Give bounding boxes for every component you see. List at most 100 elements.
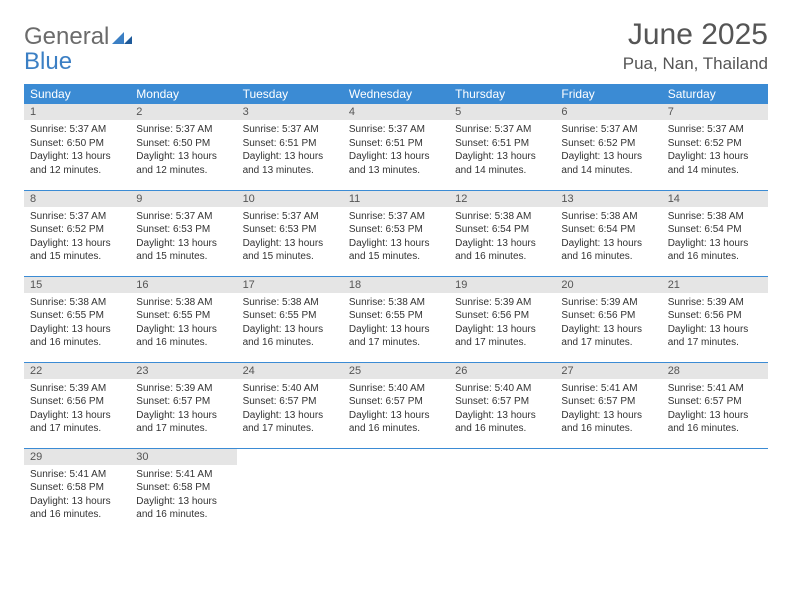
sunset-line: Sunset: 6:50 PM: [136, 138, 210, 149]
day-content: Sunrise: 5:38 AMSunset: 6:55 PMDaylight:…: [130, 293, 236, 353]
daylight-line: Daylight: 13 hours and 16 minutes.: [349, 410, 430, 435]
sunrise-line: Sunrise: 5:37 AM: [243, 124, 319, 135]
sunrise-line: Sunrise: 5:38 AM: [243, 297, 319, 308]
day-number: 22: [24, 363, 130, 379]
daylight-line: Daylight: 13 hours and 12 minutes.: [30, 151, 111, 176]
sunrise-line: Sunrise: 5:39 AM: [668, 297, 744, 308]
day-content: Sunrise: 5:39 AMSunset: 6:56 PMDaylight:…: [449, 293, 555, 353]
daylight-line: Daylight: 13 hours and 17 minutes.: [30, 410, 111, 435]
day-number: 12: [449, 191, 555, 207]
daylight-line: Daylight: 13 hours and 15 minutes.: [349, 238, 430, 263]
calendar-day-cell: 16Sunrise: 5:38 AMSunset: 6:55 PMDayligh…: [130, 276, 236, 362]
day-content: Sunrise: 5:38 AM Sunset: 6:55 PM Daylight:…: [237, 293, 343, 353]
calendar-day-cell: 19Sunrise: 5:39 AMSunset: 6:56 PMDayligh…: [449, 276, 555, 362]
daylight-line: Daylight: 13 hours and 16 minutes.: [455, 410, 536, 435]
day-content: Sunrise: 5:38 AMSunset: 6:54 PMDaylight:…: [449, 207, 555, 267]
day-number: 3: [237, 104, 343, 120]
weekday-header: Friday: [555, 84, 661, 104]
calendar-day-cell: 24Sunrise: 5:40 AMSunset: 6:57 PMDayligh…: [237, 362, 343, 448]
calendar-week-row: 29Sunrise: 5:41 AMSunset: 6:58 PMDayligh…: [24, 448, 768, 534]
calendar-header-row: SundayMondayTuesdayWednesdayThursdayFrid…: [24, 84, 768, 104]
sunrise-line: Sunrise: 5:39 AM: [455, 297, 531, 308]
sunrise-line: Sunrise: 5:37 AM: [455, 124, 531, 135]
daylight-line: Daylight: 13 hours and 13 minutes.: [243, 151, 324, 176]
daylight-line: Daylight: 13 hours and 16 minutes.: [243, 324, 324, 349]
daylight-line: Daylight: 13 hours and 14 minutes.: [561, 151, 642, 176]
calendar-week-row: 15Sunrise: 5:38 AMSunset: 6:55 PMDayligh…: [24, 276, 768, 362]
sunrise-line: Sunrise: 5:39 AM: [30, 383, 106, 394]
header: GeneralBlue June 2025 Pua, Nan, Thailand: [24, 18, 768, 74]
sunrise-line: Sunrise: 5:38 AM: [30, 297, 106, 308]
calendar-empty-cell: [662, 448, 768, 534]
sunset-line: Sunset: 6:51 PM: [455, 138, 529, 149]
sunrise-line: Sunrise: 5:37 AM: [30, 124, 106, 135]
sunset-line: Sunset: 6:53 PM: [136, 224, 210, 235]
daylight-line: Daylight: 13 hours and 15 minutes.: [136, 238, 217, 263]
sunrise-line: Sunrise: 5:41 AM: [30, 469, 106, 480]
day-number: 25: [343, 363, 449, 379]
sunrise-line: Sunrise: 5:37 AM: [30, 211, 106, 222]
daylight-line: Daylight: 13 hours and 15 minutes.: [30, 238, 111, 263]
sunrise-line: Sunrise: 5:37 AM: [136, 211, 212, 222]
sunset-line: Sunset: 6:52 PM: [30, 224, 104, 235]
sunset-line: Sunset: 6:56 PM: [668, 310, 742, 321]
day-content: Sunrise: 5:39 AMSunset: 6:56 PMDaylight:…: [662, 293, 768, 353]
calendar-week-row: 8Sunrise: 5:37 AMSunset: 6:52 PMDaylight…: [24, 190, 768, 276]
day-number: 2: [130, 104, 236, 120]
day-number: 26: [449, 363, 555, 379]
calendar-day-cell: 5Sunrise: 5:37 AMSunset: 6:51 PMDaylight…: [449, 104, 555, 190]
sunset-line: Sunset: 6:57 PM: [243, 396, 317, 407]
day-number: 11: [343, 191, 449, 207]
sunset-line: Sunset: 6:55 PM: [30, 310, 104, 321]
calendar-day-cell: 13Sunrise: 5:38 AMSunset: 6:54 PMDayligh…: [555, 190, 661, 276]
day-number: 30: [130, 449, 236, 465]
calendar-day-cell: 11Sunrise: 5:37 AMSunset: 6:53 PMDayligh…: [343, 190, 449, 276]
calendar-day-cell: 3 Sunrise: 5:37 AM Sunset: 6:51 PM Daylight…: [237, 104, 343, 190]
weekday-header: Tuesday: [237, 84, 343, 104]
day-content: Sunrise: 5:40 AMSunset: 6:57 PMDaylight:…: [343, 379, 449, 439]
calendar-day-cell: 17Sunrise: 5:38 AMSunset: 6:55 PMDayligh…: [237, 276, 343, 362]
day-content: Sunrise: 5:37 AMSunset: 6:52 PMDaylight:…: [555, 120, 661, 180]
calendar-week-row: 1Sunrise: 5:37 AMSunset: 6:50 PMDaylight…: [24, 104, 768, 190]
sunset-line: Sunset: 6:56 PM: [561, 310, 635, 321]
calendar-table: SundayMondayTuesdayWednesdayThursdayFrid…: [24, 84, 768, 534]
day-content: Sunrise: 5:37 AMSunset: 6:51 PMDaylight:…: [343, 120, 449, 180]
day-content: Sunrise: 5:39 AMSunset: 6:57 PMDaylight:…: [130, 379, 236, 439]
daylight-line: Daylight: 13 hours and 14 minutes.: [455, 151, 536, 176]
sunset-line: Sunset: 6:57 PM: [561, 396, 635, 407]
sunset-line: Sunset: 6:55 PM: [243, 310, 317, 321]
sunrise-line: Sunrise: 5:39 AM: [561, 297, 637, 308]
day-number: 16: [130, 277, 236, 293]
daylight-line: Daylight: 13 hours and 12 minutes.: [136, 151, 217, 176]
daylight-line: Daylight: 13 hours and 17 minutes.: [243, 410, 324, 435]
sunset-line: Sunset: 6:57 PM: [668, 396, 742, 407]
calendar-day-cell: 18Sunrise: 5:38 AMSunset: 6:55 PMDayligh…: [343, 276, 449, 362]
calendar-day-cell: 21Sunrise: 5:39 AMSunset: 6:56 PMDayligh…: [662, 276, 768, 362]
day-number: 18: [343, 277, 449, 293]
sunrise-line: Sunrise: 5:37 AM: [349, 211, 425, 222]
daylight-line: Daylight: 13 hours and 13 minutes.: [349, 151, 430, 176]
logo-word-general: General: [24, 23, 109, 50]
weekday-header: Monday: [130, 84, 236, 104]
calendar-day-cell: 9Sunrise: 5:37 AMSunset: 6:53 PMDaylight…: [130, 190, 236, 276]
day-content: Sunrise: 5:37 AMSunset: 6:53 PMDaylight:…: [343, 207, 449, 267]
day-number: 21: [662, 277, 768, 293]
daylight-line: Daylight: 13 hours and 16 minutes.: [561, 238, 642, 263]
calendar-empty-cell: [449, 448, 555, 534]
sunset-line: Sunset: 6:55 PM: [136, 310, 210, 321]
day-content: Sunrise: 5:39 AMSunset: 6:56 PMDaylight:…: [555, 293, 661, 353]
sunset-line: Sunset: 6:50 PM: [30, 138, 104, 149]
day-number: 19: [449, 277, 555, 293]
sunrise-line: Sunrise: 5:37 AM: [349, 124, 425, 135]
sunrise-line: Sunrise: 5:38 AM: [349, 297, 425, 308]
sunset-line: Sunset: 6:56 PM: [455, 310, 529, 321]
sunrise-line: Sunrise: 5:39 AM: [136, 383, 212, 394]
calendar-day-cell: 10Sunrise: 5:37 AMSunset: 6:53 PMDayligh…: [237, 190, 343, 276]
day-content: Sunrise: 5:37 AM Sunset: 6:51 PM Daylight:…: [237, 120, 343, 180]
calendar-empty-cell: [343, 448, 449, 534]
sunrise-line: Sunrise: 5:41 AM: [561, 383, 637, 394]
calendar-day-cell: 12Sunrise: 5:38 AMSunset: 6:54 PMDayligh…: [449, 190, 555, 276]
sunset-line: Sunset: 6:51 PM: [243, 138, 317, 149]
daylight-line: Daylight: 13 hours and 15 minutes.: [243, 238, 324, 263]
day-number: 10: [237, 191, 343, 207]
